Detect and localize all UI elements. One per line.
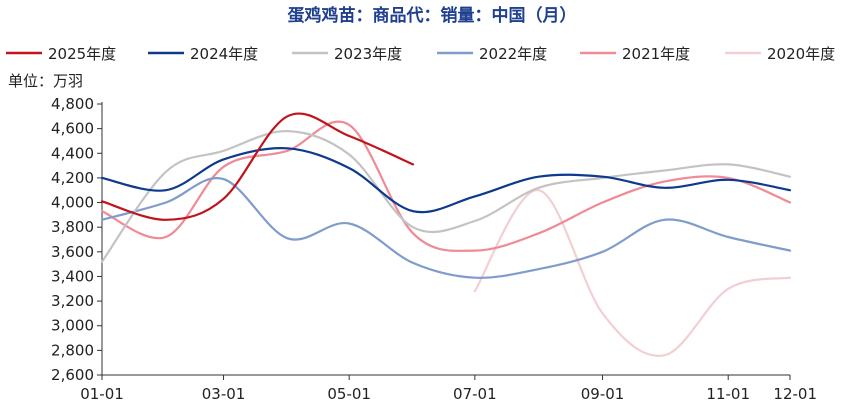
x-tick-label: 09-01 — [581, 385, 625, 403]
x-tick-label: 05-01 — [327, 385, 371, 403]
series-line-2025 — [100, 112, 415, 221]
legend-label: 2024年度 — [190, 45, 258, 63]
x-tick-label: 12-01 — [773, 385, 817, 403]
legend: 2025年度 2024年度 2023年度 2022年度 2021年度 2020年度 — [6, 45, 835, 63]
y-tick-label: 4,400 — [51, 144, 94, 162]
y-tick-label: 3,400 — [51, 267, 94, 285]
y-tick-label: 2,600 — [51, 366, 94, 384]
y-tick-label: 3,200 — [51, 292, 94, 310]
legend-label: 2021年度 — [622, 45, 690, 63]
chart-title: 蛋鸡鸡苗：商品代：销量：中国（月） — [288, 5, 577, 26]
series-line-2023 — [100, 129, 792, 263]
y-tick-label: 3,600 — [51, 243, 94, 261]
y-tick-label: 3,800 — [51, 218, 94, 236]
series-line-2022 — [100, 177, 792, 279]
legend-label: 2020年度 — [767, 45, 835, 63]
legend-item-2020: 2020年度 — [725, 45, 835, 63]
series-line-2021 — [100, 120, 792, 252]
y-tick-label: 4,600 — [51, 120, 94, 138]
y-tick-label: 3,000 — [51, 317, 94, 335]
x-axis: 01-01 03-01 05-01 07-01 09-01 11-01 12-01 — [80, 374, 817, 403]
legend-label: 2022年度 — [479, 45, 547, 63]
legend-item-2024: 2024年度 — [148, 45, 258, 63]
x-tick-label: 03-01 — [202, 385, 246, 403]
legend-item-2022: 2022年度 — [437, 45, 547, 63]
y-tick-label: 4,000 — [51, 194, 94, 212]
legend-item-2021: 2021年度 — [580, 45, 690, 63]
x-tick-label: 07-01 — [453, 385, 497, 403]
y-tick-label: 4,800 — [51, 95, 94, 113]
x-tick-label: 11-01 — [706, 385, 750, 403]
series-lines — [100, 112, 792, 357]
legend-item-2025: 2025年度 — [6, 45, 116, 63]
legend-item-2023: 2023年度 — [292, 45, 402, 63]
y-tick-label: 4,200 — [51, 169, 94, 187]
unit-label: 单位：万羽 — [8, 72, 83, 90]
series-line-2020 — [473, 189, 792, 357]
legend-label: 2023年度 — [334, 45, 402, 63]
series-line-2024 — [100, 146, 792, 214]
y-axis: 2,600 2,800 3,000 3,200 3,400 3,600 3,800 4,000… — [51, 95, 103, 384]
x-tick-label: 01-01 — [80, 385, 124, 403]
legend-label: 2025年度 — [48, 45, 116, 63]
y-tick-label: 2,800 — [51, 341, 94, 359]
